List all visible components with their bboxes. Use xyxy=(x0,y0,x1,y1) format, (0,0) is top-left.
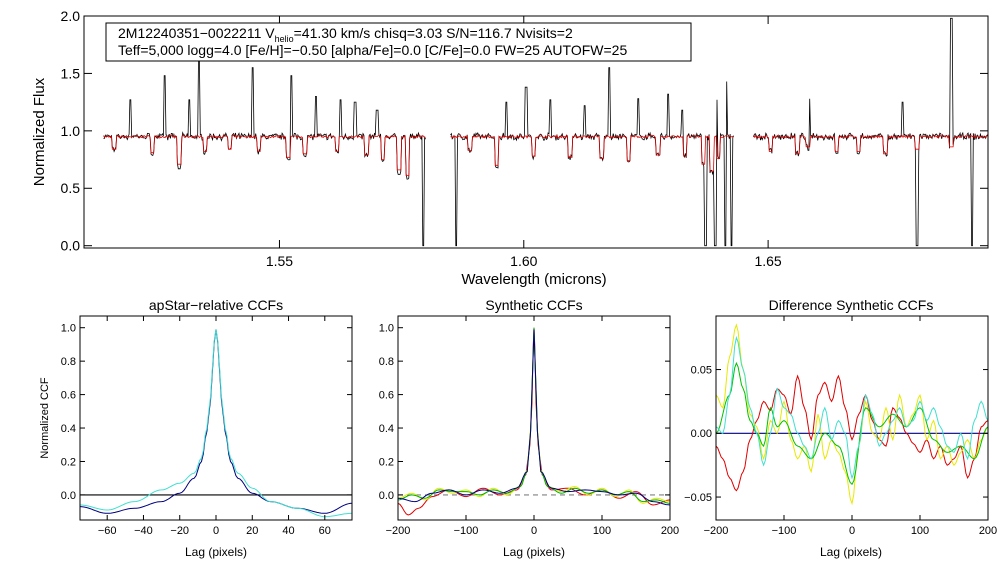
synthetic-spectrum-line xyxy=(450,134,734,172)
x-tick-label: −60 xyxy=(98,525,117,537)
y-tick-label: 1.5 xyxy=(61,65,81,81)
x-tick-label: 1.65 xyxy=(754,253,781,269)
x-tick-label: 200 xyxy=(979,525,997,537)
y-tick-label: 0.5 xyxy=(61,180,81,196)
ccf-line-visit-2 xyxy=(80,329,352,518)
x-tick-label: 0 xyxy=(213,525,219,537)
ccf-line-visit-1 xyxy=(80,329,352,514)
difference-ccf-x-axis-label: Lag (pixels) xyxy=(820,545,882,559)
synthetic-ccf-title: Synthetic CCFs xyxy=(485,297,582,313)
apstar-ccf-title: apStar−relative CCFs xyxy=(149,297,283,313)
apstar-ccf-plot-frame xyxy=(79,315,353,521)
annotation-params: =41.30 km/s chisq=3.03 S/N=116.7 Nvisits… xyxy=(294,25,573,41)
y-tick-label: 1.0 xyxy=(61,123,81,139)
x-tick-label: 100 xyxy=(593,525,611,537)
spectrum-axis-ticks: 1.55 1.60 1.65 0.0 0.5 1.0 1.5 2.0 xyxy=(61,8,988,269)
y-tick-label: 0.0 xyxy=(61,238,81,254)
y-tick-label: 0.0 xyxy=(379,490,394,502)
difference-ccf-axis-ticks: −200 −100 0 100 200 −0.05 0.00 0.05 xyxy=(684,316,997,537)
y-tick-label: 2.0 xyxy=(61,8,81,24)
x-tick-label: −200 xyxy=(386,525,411,537)
difference-ccf-series xyxy=(716,323,988,506)
y-tick-label: 0.4 xyxy=(61,423,76,435)
spectrum-annotation: 2M12240351−0022211 Vhelio=41.30 km/s chi… xyxy=(105,22,692,62)
x-tick-label: −100 xyxy=(454,525,479,537)
x-tick-label: 1.60 xyxy=(510,253,537,269)
y-tick-label: 0.4 xyxy=(379,423,394,435)
ccf-line-green xyxy=(398,327,670,504)
y-tick-label: 0.2 xyxy=(379,456,394,468)
synthetic-ccf-x-axis-label: Lag (pixels) xyxy=(503,545,565,559)
synthetic-ccf-axis-ticks: −200 −100 0 100 200 0.0 0.2 0.4 0.6 0.8 1.0 xyxy=(379,316,679,537)
apstar-ccf-y-axis-label: Normalized CCF xyxy=(39,377,51,459)
ccf-line-red xyxy=(716,374,988,492)
synthetic-spectrum-line xyxy=(103,134,426,176)
y-tick-label: 0.8 xyxy=(379,356,394,368)
spectrum-y-axis-label: Normalized Flux xyxy=(31,77,48,186)
ccf-line-red xyxy=(398,327,670,516)
y-tick-label: −0.05 xyxy=(684,492,712,504)
x-tick-label: 60 xyxy=(319,525,331,537)
y-tick-label: 0.05 xyxy=(691,364,712,376)
ccf-line-cyan xyxy=(716,335,988,480)
y-tick-label: 1.0 xyxy=(61,323,76,335)
synthetic-spectrum-line xyxy=(753,134,988,155)
ccf-line-yellow xyxy=(716,323,988,506)
y-tick-label: 1.0 xyxy=(379,323,394,335)
spectrum-x-axis-label: Wavelength (microns) xyxy=(461,271,606,288)
annotation-box xyxy=(105,22,692,62)
y-tick-label: 0.6 xyxy=(379,389,394,401)
observed-spectrum-line xyxy=(450,67,735,247)
x-tick-label: 200 xyxy=(661,525,679,537)
ccf-line-yellow xyxy=(398,327,670,504)
x-tick-label: 0 xyxy=(849,525,855,537)
spectrum-series xyxy=(103,17,988,247)
x-tick-label: −200 xyxy=(704,525,729,537)
synthetic-ccf-series xyxy=(398,327,670,516)
y-tick-label: 0.00 xyxy=(691,428,712,440)
x-tick-label: 100 xyxy=(911,525,929,537)
y-tick-label: 0.2 xyxy=(61,456,76,468)
difference-ccf-plot-frame xyxy=(715,315,989,521)
apstar-ccf-x-axis-label: Lag (pixels) xyxy=(185,545,247,559)
difference-ccf-panel: Difference Synthetic CCFs −200 −100 0 100 20… xyxy=(684,297,997,559)
spectrum-panel: 1.55 1.60 1.65 0.0 0.5 1.0 1.5 2.0 Wavelength (… xyxy=(31,8,989,288)
spectrum-plot-frame xyxy=(83,15,989,249)
ccf-line-green xyxy=(716,361,988,486)
x-tick-label: 1.55 xyxy=(266,253,293,269)
x-tick-label: 0 xyxy=(531,525,537,537)
x-tick-label: 20 xyxy=(246,525,258,537)
observed-spectrum-line xyxy=(753,17,988,247)
x-tick-label: 40 xyxy=(282,525,294,537)
ccf-line-navy xyxy=(398,329,670,506)
x-tick-label: −40 xyxy=(134,525,153,537)
apstar-ccf-series xyxy=(80,329,352,518)
x-tick-label: −20 xyxy=(170,525,189,537)
apstar-ccf-panel: apStar−relative CCFs −60 −40 −20 0 20 40 60 0.0… xyxy=(39,297,353,559)
annotation-line-2: Teff=5,000 logg=4.0 [Fe/H]=−0.50 [alpha/… xyxy=(118,42,627,58)
difference-ccf-title: Difference Synthetic CCFs xyxy=(769,297,934,313)
x-tick-label: −100 xyxy=(772,525,797,537)
annotation-line-1: 2M12240351−0022211 Vhelio=41.30 km/s chi… xyxy=(118,25,573,44)
synthetic-ccf-panel: Synthetic CCFs −200 −100 0 100 200 0.0 0.2 0.4 0… xyxy=(379,297,679,559)
annotation-subscript: helio xyxy=(275,34,294,44)
y-tick-label: 0.6 xyxy=(61,389,76,401)
y-tick-label: 0.0 xyxy=(61,490,76,502)
apstar-ccf-axis-ticks: −60 −40 −20 0 20 40 60 0.0 0.2 0.4 0.6 0.8 1.0 xyxy=(61,316,352,537)
y-tick-label: 0.8 xyxy=(61,356,76,368)
annotation-star-and-v: 2M12240351−0022211 V xyxy=(118,25,275,41)
